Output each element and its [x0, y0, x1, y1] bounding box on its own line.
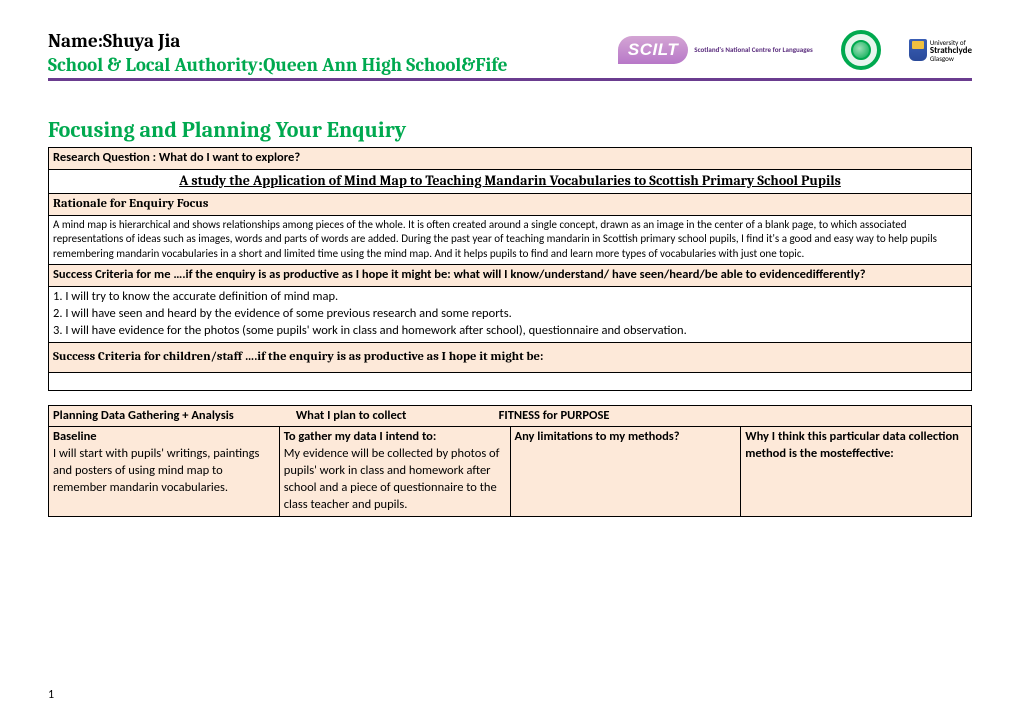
gather-cell: To gather my data I intend to: My eviden… [279, 427, 510, 516]
planning-header-row: Planning Data Gathering + Analysis What … [49, 405, 972, 427]
success-me-3: 3. I will have evidence for the photos (… [53, 323, 967, 340]
limits-label: Any limitations to my methods? [515, 429, 737, 446]
header-row: Name:Shuya Jia School & Local Authority:… [48, 30, 972, 76]
gather-text: My evidence will be collected by photos … [284, 446, 506, 514]
name-value: Shuya Jia [103, 30, 180, 52]
planning-header-a: Planning Data Gathering + Analysis [53, 408, 293, 425]
name-line: Name:Shuya Jia [48, 30, 618, 52]
school-value: Queen Ann High School&Fife [263, 54, 507, 76]
study-title-row: A study the Application of Mind Map to T… [49, 169, 972, 193]
planning-header-b: What I plan to collect [296, 408, 496, 425]
scilt-tagline: Scotland's National Centre for Languages [694, 46, 813, 54]
header-logos: SCILT Scotland's National Centre for Lan… [618, 30, 972, 70]
table-gap [48, 391, 972, 405]
scilt-logo: SCILT Scotland's National Centre for Lan… [618, 36, 813, 64]
enquiry-table: Research Question : What do I want to ex… [48, 147, 972, 391]
name-label: Name: [48, 30, 103, 52]
baseline-cell: Baseline I will start with pupils' writi… [49, 427, 280, 516]
school-line: School & Local Authority:Queen Ann High … [48, 54, 618, 76]
success-me-text-row: 1. I will try to know the accurate defin… [49, 287, 972, 343]
strathclyde-text: University of Strathclyde Glasgow [930, 39, 972, 62]
green-circle-logo [841, 30, 881, 70]
header-divider [48, 78, 972, 81]
success-me-label-row: Success Criteria for me ….if the enquiry… [49, 265, 972, 287]
research-question-row: Research Question : What do I want to ex… [49, 148, 972, 170]
why-label: Why I think this particular data collect… [745, 429, 967, 463]
rationale-label-row: Rationale for Enquiry Focus [49, 193, 972, 215]
why-cell: Why I think this particular data collect… [741, 427, 972, 516]
planning-header-c: FITNESS for PURPOSE [499, 408, 610, 425]
planning-table: Planning Data Gathering + Analysis What … [48, 405, 972, 517]
gather-label: To gather my data I intend to: [284, 429, 506, 446]
scilt-badge: SCILT [618, 36, 688, 64]
success-me-2: 2. I will have seen and heard by the evi… [53, 306, 967, 323]
study-title: A study the Application of Mind Map to T… [179, 172, 841, 189]
baseline-text: I will start with pupils' writings, pain… [53, 446, 275, 497]
header-left: Name:Shuya Jia School & Local Authority:… [48, 30, 618, 76]
strathclyde-crest-icon [909, 39, 927, 61]
strath-city: Glasgow [930, 55, 972, 62]
success-children-label-row: Success Criteria for children/staff ….if… [49, 342, 972, 372]
strathclyde-logo: University of Strathclyde Glasgow [909, 39, 972, 62]
page-number: 1 [48, 688, 54, 702]
baseline-label: Baseline [53, 429, 275, 446]
limits-cell: Any limitations to my methods? [510, 427, 741, 516]
school-label: School & Local Authority: [48, 54, 263, 76]
green-circle-inner-icon [851, 40, 871, 60]
section-title: Focusing and Planning Your Enquiry [48, 117, 972, 143]
rationale-text-row: A mind map is hierarchical and shows rel… [49, 215, 972, 265]
success-me-1: 1. I will try to know the accurate defin… [53, 289, 967, 306]
success-children-empty-row [49, 372, 972, 390]
